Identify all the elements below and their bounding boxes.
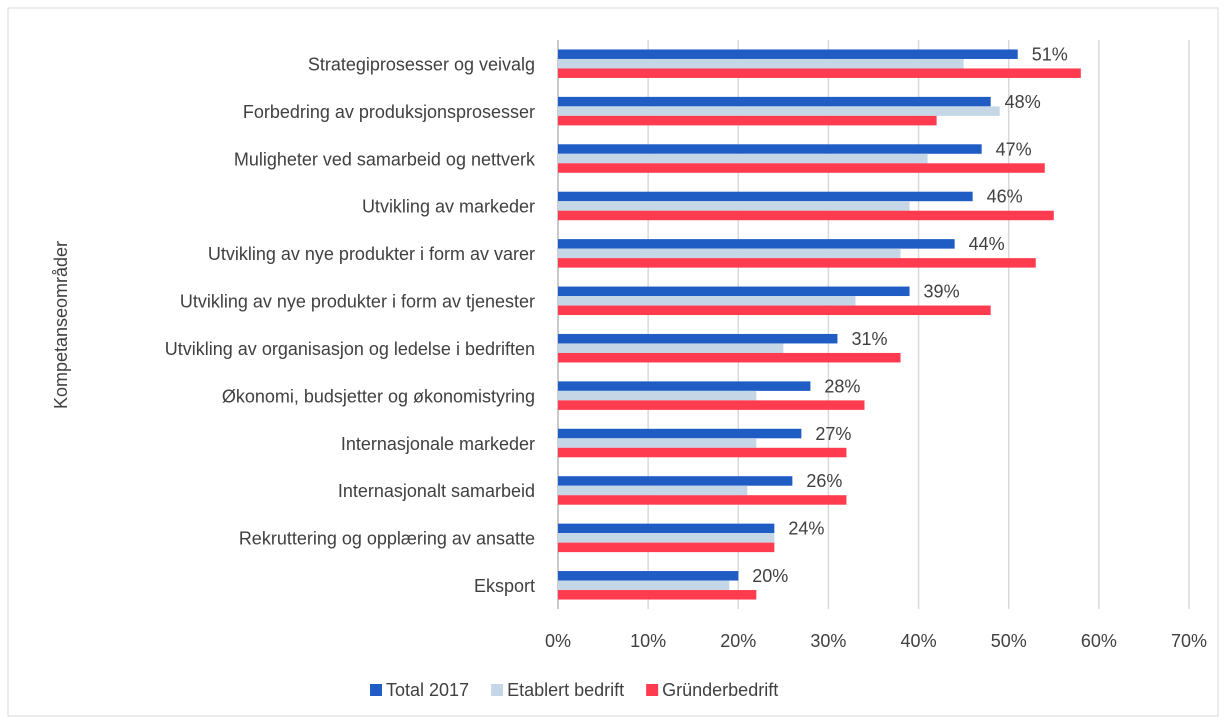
y-tick-label: Internasjonalt samarbeid [338, 481, 535, 501]
y-tick-label: Utvikling av nye produkter i form av tje… [180, 292, 535, 312]
y-tick-label: Internasjonale markeder [341, 434, 535, 454]
data-label: 26% [806, 471, 842, 491]
bar [558, 286, 910, 297]
legend-swatch [370, 684, 382, 696]
data-label: 48% [1005, 92, 1041, 112]
data-label: 31% [851, 329, 887, 349]
bar [558, 201, 910, 211]
data-label: 27% [815, 424, 851, 444]
bar [558, 106, 1000, 116]
bar [558, 438, 757, 448]
data-label: 46% [987, 187, 1023, 207]
data-label: 20% [752, 566, 788, 586]
legend-swatch [491, 684, 504, 696]
data-label: 51% [1032, 44, 1068, 64]
bar [558, 49, 1018, 59]
bar [558, 296, 856, 306]
y-tick-label: Rekruttering og opplæring av ansatte [239, 529, 535, 549]
bar [558, 428, 802, 439]
x-tick-label: 40% [901, 631, 937, 651]
bar [558, 153, 928, 164]
bar [558, 333, 838, 344]
bar [558, 305, 991, 316]
y-tick-label: Forbedring av produksjonsprosesser [243, 102, 535, 122]
bar [558, 590, 757, 600]
y-tick-label: Utvikling av nye produkter i form av var… [208, 244, 535, 264]
bar [558, 239, 955, 249]
bar [558, 258, 1036, 268]
bar [558, 58, 964, 69]
x-tick-label: 20% [720, 631, 756, 651]
bar [558, 352, 901, 363]
data-label: 47% [996, 139, 1032, 159]
legend-label: Gründerbedrift [662, 680, 778, 700]
bar [558, 485, 748, 496]
bar [558, 476, 793, 486]
bar [558, 210, 1054, 221]
y-tick-label: Utvikling av markeder [362, 197, 535, 217]
data-label: 28% [824, 376, 860, 396]
bar [558, 580, 730, 591]
y-axis-label: Kompetanseområder [51, 241, 71, 409]
bar [558, 163, 1045, 173]
bar [558, 447, 847, 458]
y-tick-label: Økonomi, budsjetter og økonomistyring [222, 386, 535, 406]
y-tick-label: Muligheter ved samarbeid og nettverk [234, 149, 536, 169]
bar [558, 115, 937, 126]
data-label: 39% [924, 282, 960, 302]
bar [558, 248, 901, 259]
y-tick-label: Utvikling av organisasjon og ledelse i b… [165, 339, 535, 359]
x-tick-label: 60% [1081, 631, 1117, 651]
bar [558, 390, 757, 401]
bar [558, 343, 784, 353]
bar [558, 96, 991, 107]
x-tick-label: 70% [1171, 631, 1207, 651]
legend-label: Total 2017 [386, 680, 469, 700]
bar [558, 571, 739, 581]
y-tick-label: Strategiprosesser og veivalg [308, 54, 535, 74]
bar [558, 523, 775, 534]
x-tick-label: 0% [545, 631, 571, 651]
y-tick-label: Eksport [474, 576, 535, 596]
x-tick-label: 10% [630, 631, 666, 651]
legend-label: Etablert bedrift [507, 680, 624, 700]
bar [558, 381, 811, 391]
x-tick-label: 50% [991, 631, 1027, 651]
bar [558, 144, 982, 154]
bar [558, 495, 847, 505]
bar [558, 191, 973, 202]
x-tick-label: 30% [810, 631, 846, 651]
data-label: 24% [788, 519, 824, 539]
bar [558, 542, 775, 553]
bar [558, 533, 775, 543]
bar [558, 68, 1081, 78]
legend-swatch [646, 684, 659, 696]
bar [558, 400, 865, 410]
data-label: 44% [969, 234, 1005, 254]
